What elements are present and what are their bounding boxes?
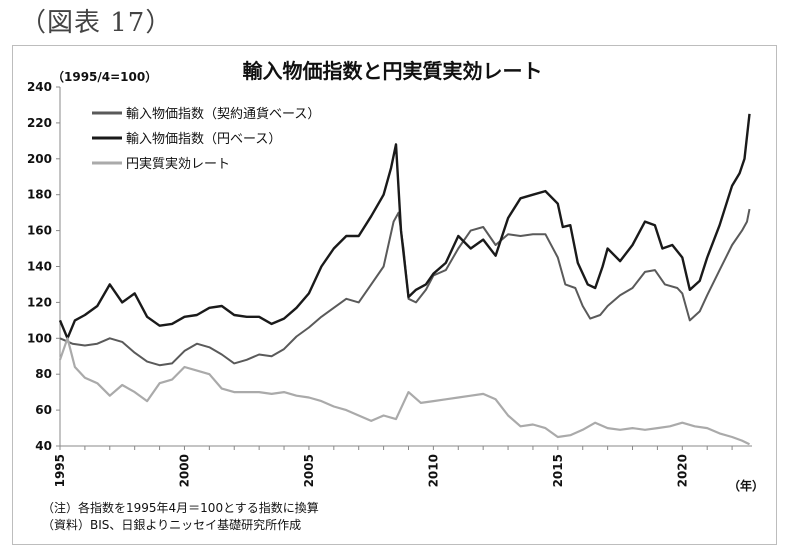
- x-axis-label: （年）: [728, 478, 764, 493]
- figure-label: （図表 17）: [20, 8, 173, 38]
- y-tick-label: 100: [27, 331, 52, 345]
- legend-label-2: 輸入物価指数（円ベース）: [126, 132, 281, 147]
- y-tick-label: 60: [35, 403, 52, 417]
- x-tick-label: 2000: [177, 454, 191, 487]
- axes: 40 60 80 100 120 140 160 180 200 220 240 1995 2000 20…: [27, 80, 764, 493]
- y-unit-label: （1995/4=100）: [52, 70, 158, 84]
- y-tick-label: 240: [27, 80, 52, 94]
- x-tick-label: 2010: [426, 454, 440, 487]
- y-tick-label: 160: [27, 224, 52, 238]
- chart-frame: [12, 45, 777, 545]
- y-tick-label: 180: [27, 188, 52, 202]
- series-line-2: [58, 113, 751, 340]
- chart-title: 輸入物価指数と円実質実効レート: [242, 59, 543, 83]
- chart-notes: （注）各指数を1995年4月＝100とする指数に換算 （資料）BIS、日銀よりニ…: [42, 500, 319, 534]
- x-tick-label: 2015: [551, 454, 565, 487]
- series-line-3: [58, 337, 750, 446]
- source-line: （資料）BIS、日銀よりニッセイ基礎研究所作成: [42, 518, 302, 532]
- legend: 輸入物価指数（契約通貨ベース） 輸入物価指数（円ベース） 円実質実効レート: [92, 106, 320, 172]
- series-layer: [58, 113, 751, 446]
- x-tick-label: 1995: [53, 454, 67, 487]
- y-tick-label: 200: [27, 152, 52, 166]
- y-tick-label: 220: [27, 116, 52, 130]
- legend-label-3: 円実質実効レート: [126, 156, 230, 172]
- y-tick-label: 120: [27, 295, 52, 309]
- x-tick-label: 2005: [302, 454, 316, 487]
- y-tick-label: 140: [27, 260, 52, 274]
- series-line-1: [59, 208, 751, 367]
- y-tick-label: 40: [35, 439, 52, 453]
- y-tick-label: 80: [35, 367, 52, 381]
- x-tick-label: 2020: [675, 454, 689, 487]
- legend-label-1: 輸入物価指数（契約通貨ベース）: [126, 106, 320, 122]
- note-line: （注）各指数を1995年4月＝100とする指数に換算: [42, 501, 319, 515]
